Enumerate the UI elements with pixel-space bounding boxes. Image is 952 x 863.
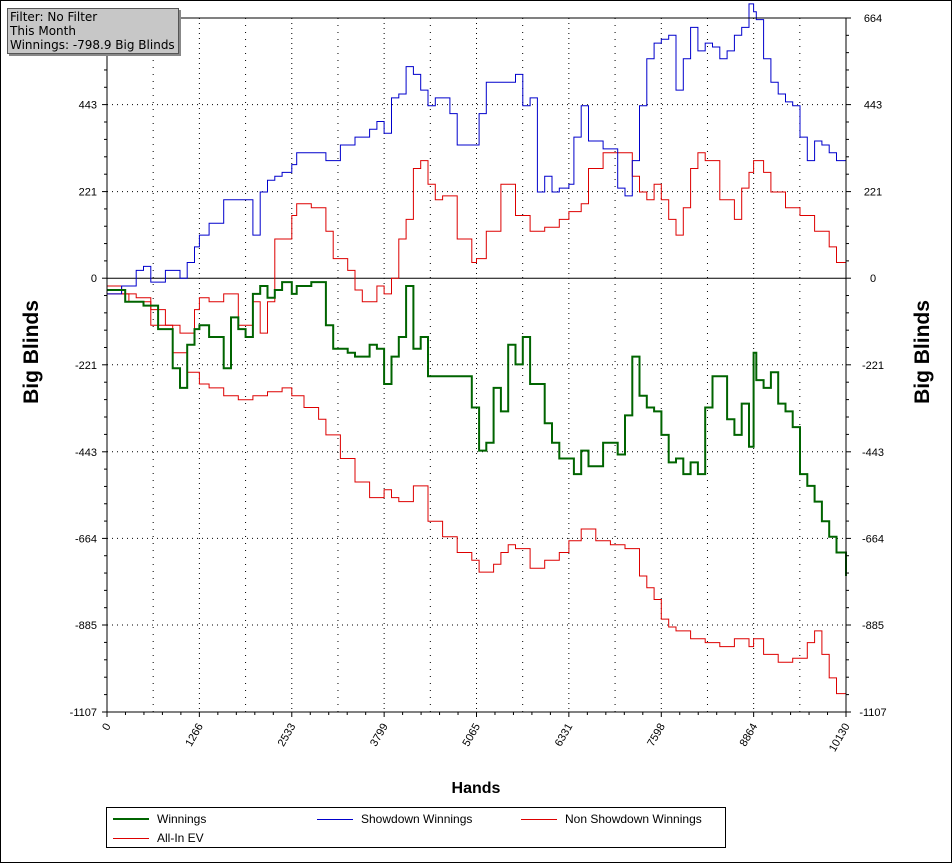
legend-item-non-showdown: Non Showdown Winnings [521, 812, 702, 826]
series-line-all-in-ev [107, 293, 847, 710]
series-line-winnings [107, 281, 847, 576]
legend-item-allin-ev: All-In EV [113, 831, 204, 845]
x-tick-label: 2533 [276, 722, 299, 749]
y-tick-label-left: -443 [75, 447, 97, 459]
y-tick-label-right: 664 [864, 13, 882, 25]
y-tick-label-left: -664 [75, 533, 97, 545]
legend-label-allin-ev: All-In EV [157, 831, 204, 845]
y-tick-label-right: -885 [862, 620, 884, 632]
y-tick-label-left: 0 [91, 273, 97, 285]
filter-info-box: Filter: No Filter This Month Winnings: -… [7, 8, 179, 54]
series-line-non-showdown-winnings [107, 152, 847, 334]
x-axis-title: Hands [452, 780, 501, 797]
period-text: This Month [10, 24, 76, 38]
y-tick-label-left: -221 [75, 360, 97, 372]
legend-swatch-showdown [317, 818, 353, 820]
legend-item-winnings: Winnings [113, 812, 206, 826]
x-tick-label: 6331 [553, 722, 576, 749]
y-tick-label-left: -1107 [70, 707, 97, 719]
y-tick-label-right: -664 [862, 533, 884, 545]
legend-swatch-allin-ev [113, 837, 149, 839]
legend-swatch-winnings [113, 818, 149, 820]
y-tick-label-right: -1107 [859, 707, 886, 719]
y-tick-label-left: 443 [79, 100, 97, 112]
x-tick-label: 3799 [368, 722, 391, 749]
x-tick-label: 1266 [183, 722, 206, 749]
y-tick-label-right: -221 [862, 360, 884, 372]
legend: Winnings Showdown Winnings Non Showdown … [106, 807, 726, 848]
series-line-showdown-winnings [107, 3, 846, 295]
x-tick-label: 5065 [460, 722, 483, 749]
x-tick-label: 8864 [738, 722, 761, 749]
legend-label-winnings: Winnings [157, 812, 207, 826]
y-tick-label-left: -885 [75, 620, 97, 632]
y-tick-label-right: 443 [864, 100, 882, 112]
legend-label-showdown: Showdown Winnings [361, 812, 473, 826]
x-tick-label: 0 [100, 722, 113, 733]
y-tick-label-right: -443 [862, 447, 884, 459]
axes: 66466444344322122100-221-221-443-443-664… [70, 13, 887, 754]
filter-text: Filter: No Filter [10, 10, 98, 24]
x-tick-label: 10130 [827, 722, 853, 754]
series-lines [107, 3, 847, 710]
x-tick-label: 7598 [645, 722, 668, 749]
legend-swatch-non-showdown [521, 818, 557, 820]
y-tick-label-right: 0 [870, 273, 876, 285]
y-tick-label-left: 221 [79, 187, 97, 199]
winnings-text: Winnings: -798.9 Big Blinds [10, 38, 175, 52]
y-tick-label-right: 221 [864, 187, 882, 199]
legend-item-showdown: Showdown Winnings [317, 812, 472, 826]
legend-label-non-showdown: Non Showdown Winnings [565, 812, 702, 826]
y-axis-title-right: Big Blinds [911, 300, 934, 404]
grid [106, 17, 847, 713]
y-axis-title-left: Big Blinds [20, 300, 43, 404]
